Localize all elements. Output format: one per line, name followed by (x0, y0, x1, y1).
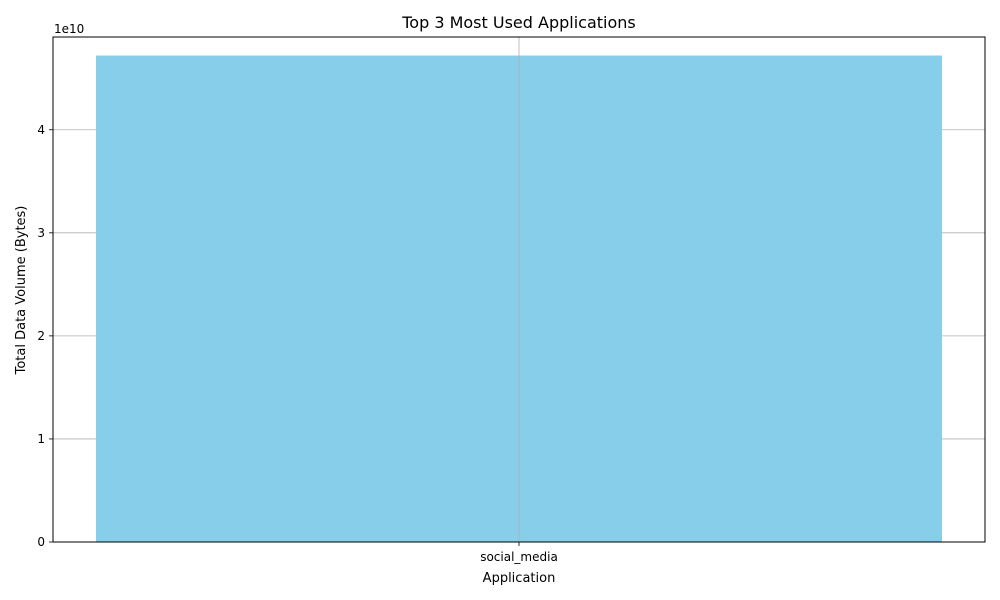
y-axis-label: Total Data Volume (Bytes) (14, 206, 29, 376)
y-axis-offset-label: 1e10 (54, 22, 84, 36)
y-tick-label: 2 (37, 329, 45, 343)
y-tick-label: 0 (37, 535, 45, 549)
chart-title: Top 3 Most Used Applications (401, 13, 636, 32)
ticks: social_media 0 1 2 3 4 (37, 123, 557, 564)
y-tick-label: 1 (37, 432, 45, 446)
y-tick-label: 4 (37, 123, 45, 137)
y-tick-label: 3 (37, 226, 45, 240)
x-tick-label: social_media (480, 550, 558, 564)
x-axis-label: Application (483, 571, 556, 586)
